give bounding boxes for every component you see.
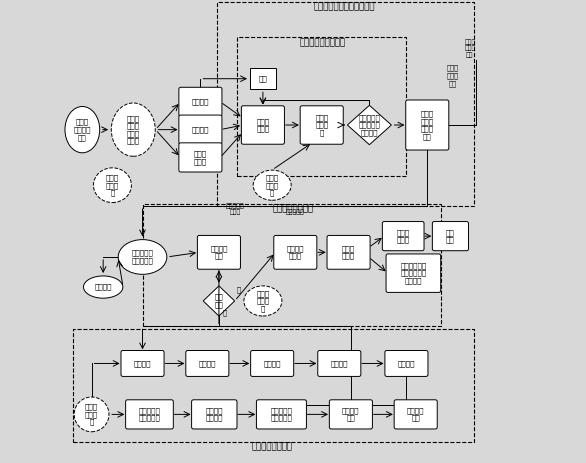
Text: 基本机
构参数: 基本机 构参数	[256, 118, 270, 132]
Text: 快速分析
结果读取: 快速分析 结果读取	[206, 407, 223, 421]
FancyBboxPatch shape	[382, 221, 424, 251]
Bar	[73, 329, 473, 442]
Text: 分析优化
结果: 分析优化 结果	[407, 407, 424, 421]
Text: 背架模型: 背架模型	[192, 99, 209, 105]
Text: 网格生成: 网格生成	[264, 360, 281, 367]
FancyBboxPatch shape	[257, 400, 306, 429]
Text: 否: 否	[223, 310, 227, 316]
Bar	[250, 68, 275, 89]
Ellipse shape	[244, 286, 282, 316]
Text: 是: 是	[237, 287, 240, 293]
Text: 结构快速分析模块: 结构快速分析模块	[251, 442, 292, 451]
FancyBboxPatch shape	[179, 87, 222, 116]
Text: 迭代计算优化未完成: 迭代计算优化未完成	[300, 38, 346, 47]
Text: 最优整
体主结
构参数
系列: 最优整 体主结 构参数 系列	[421, 110, 434, 140]
FancyBboxPatch shape	[274, 235, 317, 269]
Text: 基础数
据库模
块: 基础数 据库模 块	[85, 403, 98, 425]
FancyBboxPatch shape	[318, 350, 361, 376]
Text: 输出
图样: 输出 图样	[446, 229, 455, 243]
Bar	[237, 37, 407, 176]
Polygon shape	[347, 106, 391, 144]
Ellipse shape	[253, 170, 291, 200]
Bar	[142, 204, 441, 326]
Bar	[217, 2, 473, 206]
FancyBboxPatch shape	[186, 350, 229, 376]
Text: 结构数
字样机: 结构数 字样机	[397, 229, 410, 243]
FancyBboxPatch shape	[406, 100, 449, 150]
Text: 迭代计
算优化
完成: 迭代计 算优化 完成	[447, 65, 459, 87]
Text: 基础数
据库模
块: 基础数 据库模 块	[265, 174, 279, 196]
Text: 载荷: 载荷	[258, 75, 267, 82]
Text: 是否
接受: 是否 接受	[214, 294, 223, 308]
Text: 快速分析优
化输入设置: 快速分析优 化输入设置	[138, 407, 161, 421]
FancyBboxPatch shape	[125, 400, 173, 429]
Text: 设计知识: 设计知识	[94, 284, 112, 290]
Text: 结构快速
布局: 结构快速 布局	[210, 245, 228, 259]
FancyBboxPatch shape	[121, 350, 164, 376]
Text: 属性建立: 属性建立	[199, 360, 216, 367]
Text: 主结构模型: 主结构模型	[286, 210, 305, 215]
Text: 迭代计
算优化
完成: 迭代计 算优化 完成	[464, 39, 475, 58]
Text: 确定最优的
结构主参数: 确定最优的 结构主参数	[132, 250, 154, 264]
Text: 边界生成: 边界生成	[331, 360, 348, 367]
FancyBboxPatch shape	[385, 350, 428, 376]
Text: 解析法
优化计
算: 解析法 优化计 算	[315, 114, 328, 136]
Text: 结构总
体快速
布局设
计模块: 结构总 体快速 布局设 计模块	[127, 115, 140, 144]
Text: 结构设计骨
架模型: 结构设计骨 架模型	[226, 203, 244, 215]
Ellipse shape	[111, 103, 155, 156]
FancyBboxPatch shape	[386, 254, 441, 293]
Ellipse shape	[118, 239, 167, 274]
Text: 基础数
据库模
块: 基础数 据库模 块	[256, 290, 270, 312]
FancyBboxPatch shape	[394, 400, 437, 429]
FancyBboxPatch shape	[432, 221, 468, 251]
FancyBboxPatch shape	[300, 106, 343, 144]
FancyBboxPatch shape	[197, 235, 240, 269]
Text: 发布背架: 发布背架	[192, 126, 209, 133]
Text: 基础数
据库模
块: 基础数 据库模 块	[106, 174, 119, 196]
Ellipse shape	[74, 397, 109, 432]
Ellipse shape	[65, 106, 100, 153]
FancyBboxPatch shape	[329, 400, 373, 429]
Text: 内部迭代
完毕: 内部迭代 完毕	[342, 407, 360, 421]
Text: 结构快速建模模块: 结构快速建模模块	[272, 205, 314, 213]
FancyBboxPatch shape	[179, 115, 222, 144]
Text: 结构细
化设计: 结构细 化设计	[342, 245, 355, 259]
FancyBboxPatch shape	[327, 235, 370, 269]
Ellipse shape	[93, 168, 131, 203]
FancyBboxPatch shape	[179, 143, 222, 172]
FancyBboxPatch shape	[192, 400, 237, 429]
Text: 结构初步快速设计优化模块: 结构初步快速设计优化模块	[313, 3, 374, 12]
Text: 强度分析用线
框模型（含属
性参数）: 强度分析用线 框模型（含属 性参数）	[400, 262, 427, 284]
Polygon shape	[203, 286, 234, 316]
Text: 几何建立: 几何建立	[134, 360, 151, 367]
Text: 模型生成: 模型生成	[398, 360, 415, 367]
Text: 初始数
据、理论
图等: 初始数 据、理论 图等	[74, 119, 91, 141]
Text: 快速分析结
果反馈控制: 快速分析结 果反馈控制	[271, 407, 292, 421]
Text: 主结构快
速建模: 主结构快 速建模	[287, 245, 304, 259]
Text: 重量、强度
剩余系数、
刚度判断: 重量、强度 剩余系数、 刚度判断	[359, 114, 380, 136]
FancyBboxPatch shape	[241, 106, 284, 144]
Ellipse shape	[83, 276, 123, 298]
FancyBboxPatch shape	[251, 350, 294, 376]
Text: 结构总
体布局: 结构总 体布局	[194, 150, 207, 164]
